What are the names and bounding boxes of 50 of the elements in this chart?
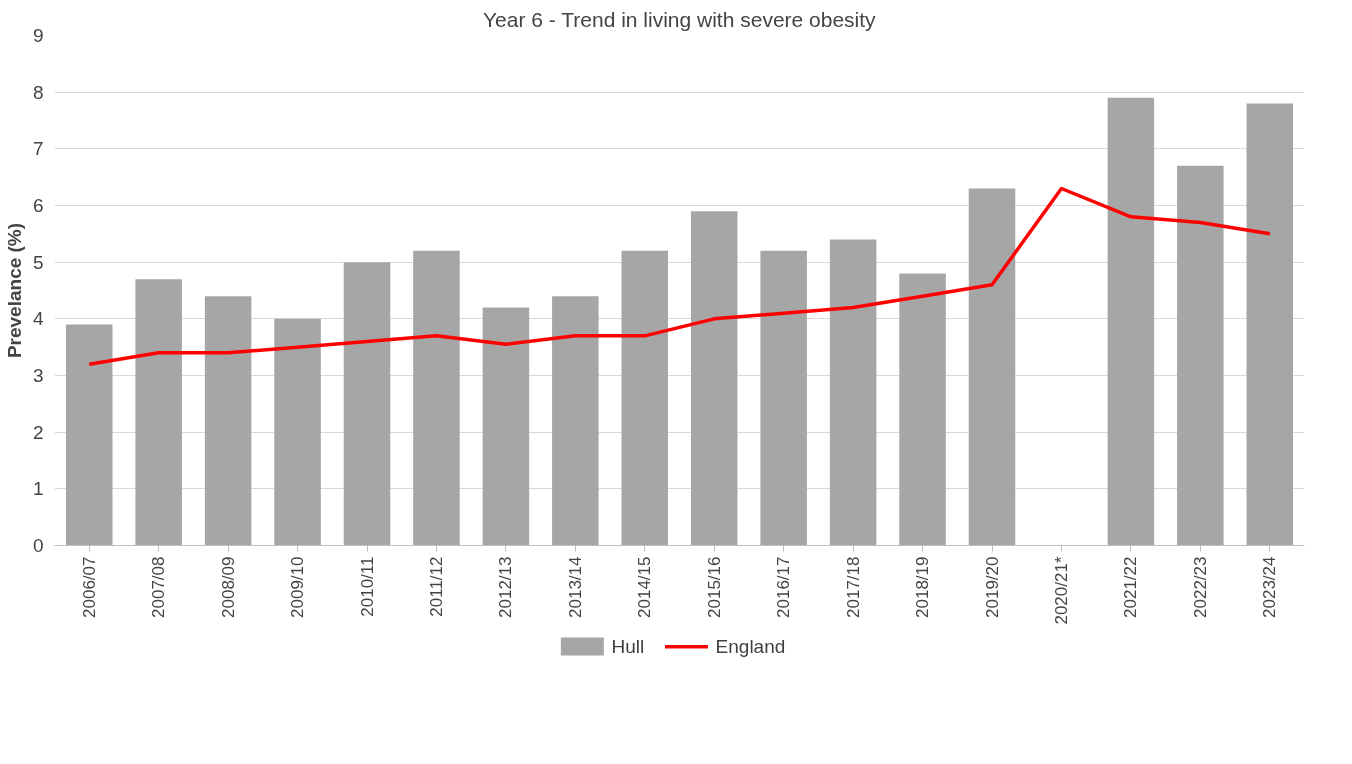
bar [1246,103,1294,546]
bar [829,239,877,546]
bar [899,273,946,546]
x-tick-label: 2020/21* [1051,556,1071,625]
y-tick-label: 4 [32,308,44,330]
bar [135,279,182,546]
x-tick-label: 2019/20 [982,556,1002,618]
x-tick-label: 2012/13 [496,556,516,618]
bar [1107,97,1155,546]
bar [413,250,460,546]
x-tick-label: 2015/16 [704,556,724,618]
y-tick-label: 6 [32,195,44,216]
bar [1177,165,1224,546]
x-tick-label: 2014/15 [635,556,655,618]
bar [65,324,113,546]
legend-label: Hull [611,636,645,658]
x-tick-label: 2010/11 [357,556,377,617]
line-series [87,186,1272,366]
bar [482,307,530,546]
x-tick-label: 2023/24 [1260,556,1280,618]
bar [760,250,807,546]
x-tick-label: 2007/08 [149,556,169,618]
y-tick-label: 5 [32,251,44,273]
bar [968,188,1016,546]
bar [204,296,252,546]
bar [274,318,321,546]
x-tick-label: 2006/07 [79,556,99,618]
y-tick-label: 8 [32,81,44,103]
y-tick-label: 9 [32,25,44,46]
chart-title: Year 6 - Trend in living with severe obesity [483,7,877,31]
y-tick-label: 3 [32,365,44,386]
x-tick-label: 2008/09 [218,556,238,618]
y-tick-label: 0 [32,535,44,556]
bar [343,262,391,546]
x-tick-label: 2017/18 [843,556,863,618]
legend-label: England [715,636,786,658]
y-tick-label: 7 [32,138,44,160]
x-tick-label: 2011/12 [426,556,446,617]
y-tick-label: 1 [32,478,44,500]
bar [621,250,669,546]
x-tick-label: 2021/22 [1121,556,1141,618]
x-tick-label: 2022/23 [1190,556,1210,618]
y-tick-label: 2 [32,421,44,443]
x-tick-label: 2016/17 [774,556,794,618]
x-tick-label: 2018/19 [913,556,933,618]
y-axis-title: Prevelance (%) [3,222,25,359]
bar [690,211,738,546]
x-tick-label: 2013/14 [565,556,585,618]
bar [552,296,599,546]
x-tick-label: 2009/10 [288,556,308,618]
